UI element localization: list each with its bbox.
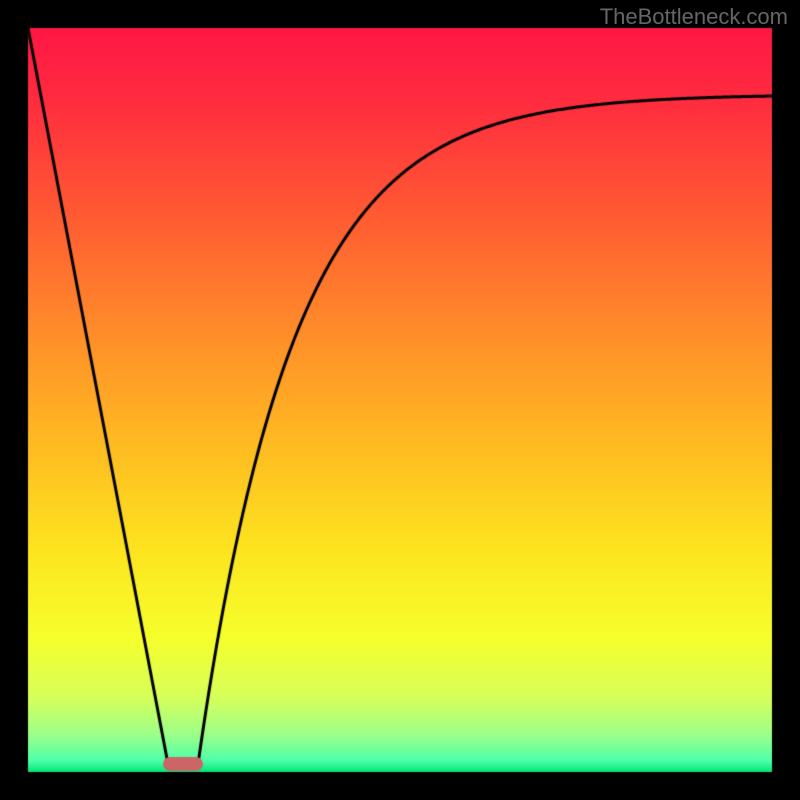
attribution-watermark: TheBottleneck.com bbox=[600, 4, 788, 30]
bottleneck-curves bbox=[0, 0, 800, 800]
bottleneck-chart: TheBottleneck.com bbox=[0, 0, 800, 800]
